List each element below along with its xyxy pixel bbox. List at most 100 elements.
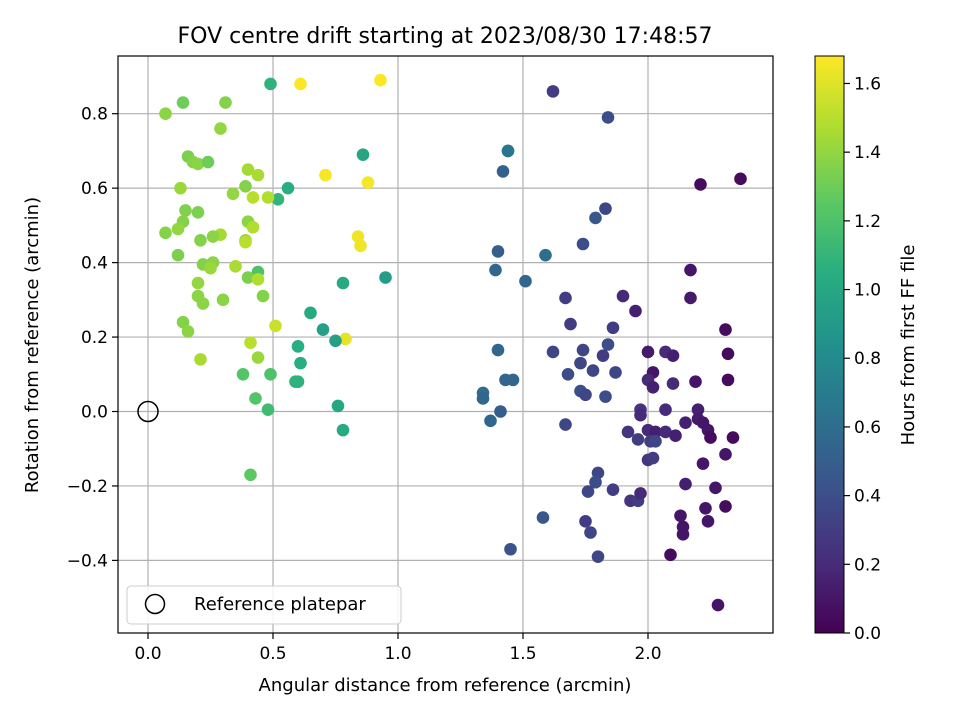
data-point bbox=[659, 403, 672, 416]
data-point bbox=[596, 349, 610, 362]
data-point bbox=[356, 148, 370, 161]
data-point bbox=[599, 202, 612, 215]
data-point bbox=[171, 222, 185, 236]
x-tick-label: 2.0 bbox=[634, 644, 661, 664]
data-point bbox=[701, 515, 715, 528]
data-point bbox=[316, 323, 330, 336]
data-point bbox=[589, 475, 602, 489]
data-point bbox=[629, 304, 642, 318]
colorbar-tick-label: 1.0 bbox=[854, 281, 881, 301]
data-point bbox=[264, 77, 277, 91]
data-point bbox=[721, 347, 735, 361]
data-point bbox=[721, 373, 735, 387]
data-point bbox=[246, 220, 260, 234]
data-point bbox=[244, 336, 257, 349]
data-point bbox=[559, 418, 572, 431]
data-point bbox=[251, 351, 265, 364]
reference-platepar-point bbox=[137, 400, 159, 423]
data-point bbox=[261, 403, 275, 416]
data-point bbox=[504, 542, 517, 556]
data-point bbox=[329, 334, 342, 348]
data-point bbox=[176, 315, 190, 329]
data-point bbox=[641, 345, 655, 359]
data-point bbox=[294, 77, 307, 91]
colorbar-tick-label: 0.0 bbox=[854, 624, 881, 644]
data-point bbox=[241, 271, 255, 284]
data-point bbox=[204, 261, 217, 275]
data-point bbox=[281, 181, 295, 195]
data-point bbox=[239, 235, 252, 249]
data-point bbox=[291, 340, 305, 353]
data-point bbox=[319, 168, 332, 182]
y-axis-label: Rotation from reference (arcmin) bbox=[22, 197, 43, 493]
colorbar-tick-label: 1.4 bbox=[854, 143, 881, 163]
data-point bbox=[174, 181, 187, 195]
data-point bbox=[696, 457, 710, 470]
colorbar-tick-label: 0.8 bbox=[854, 349, 881, 369]
data-point bbox=[579, 515, 592, 528]
data-point bbox=[249, 392, 262, 405]
data-point bbox=[496, 165, 510, 178]
data-point bbox=[379, 271, 392, 284]
data-point bbox=[239, 179, 252, 193]
data-point bbox=[694, 178, 707, 191]
data-point bbox=[374, 73, 387, 87]
data-point bbox=[649, 425, 662, 439]
y-tick-label: −0.4 bbox=[67, 551, 108, 571]
data-point bbox=[256, 289, 270, 303]
y-tick-label: 0.0 bbox=[81, 403, 108, 423]
colorbar-tick-label: 0.2 bbox=[854, 555, 881, 575]
data-point bbox=[606, 321, 620, 335]
data-point bbox=[271, 193, 285, 206]
data-point bbox=[601, 338, 615, 351]
data-point bbox=[666, 377, 680, 390]
data-point bbox=[561, 367, 575, 381]
data-point bbox=[236, 367, 250, 381]
data-point bbox=[659, 425, 672, 439]
data-point bbox=[336, 423, 350, 437]
data-point bbox=[546, 85, 560, 98]
y-axis-ticks: −0.4 −0.2 0.0 0.2 0.4 0.6 0.8 bbox=[67, 105, 118, 571]
x-tick-label: 1.5 bbox=[509, 644, 536, 664]
data-point bbox=[251, 273, 265, 286]
data-point bbox=[476, 392, 490, 405]
data-point bbox=[634, 408, 647, 422]
data-point bbox=[679, 416, 692, 429]
x-axis-label: Angular distance from reference (arcmin) bbox=[259, 675, 632, 696]
data-point bbox=[194, 233, 207, 247]
data-point bbox=[559, 291, 572, 305]
chart-title: FOV centre drift starting at 2023/08/30 … bbox=[178, 24, 713, 49]
data-point bbox=[539, 248, 552, 262]
data-point bbox=[361, 176, 375, 189]
grid bbox=[118, 56, 773, 633]
data-point bbox=[289, 375, 302, 389]
x-tick-label: 1.0 bbox=[384, 644, 411, 664]
data-point bbox=[579, 388, 592, 402]
data-point bbox=[304, 306, 317, 320]
data-point bbox=[634, 487, 647, 500]
data-point bbox=[674, 509, 687, 523]
data-point bbox=[519, 274, 532, 288]
data-point bbox=[194, 353, 207, 366]
data-point bbox=[734, 172, 747, 186]
data-point bbox=[726, 431, 740, 444]
data-point bbox=[589, 211, 602, 225]
data-point bbox=[546, 345, 560, 359]
colorbar-tick-label: 0.4 bbox=[854, 487, 881, 507]
data-point bbox=[244, 468, 257, 482]
data-point bbox=[171, 248, 185, 262]
data-point bbox=[581, 485, 595, 498]
data-point bbox=[269, 319, 282, 333]
data-point bbox=[181, 325, 195, 338]
data-point bbox=[491, 343, 505, 357]
data-point bbox=[676, 528, 690, 541]
y-tick-label: 0.2 bbox=[81, 328, 108, 348]
data-point bbox=[576, 237, 590, 251]
data-point bbox=[191, 206, 205, 219]
x-axis-ticks: 0.0 0.5 1.0 1.5 2.0 bbox=[134, 633, 662, 664]
data-point bbox=[599, 390, 612, 403]
legend-box bbox=[126, 585, 402, 625]
data-point bbox=[251, 168, 265, 182]
data-point bbox=[196, 297, 210, 310]
